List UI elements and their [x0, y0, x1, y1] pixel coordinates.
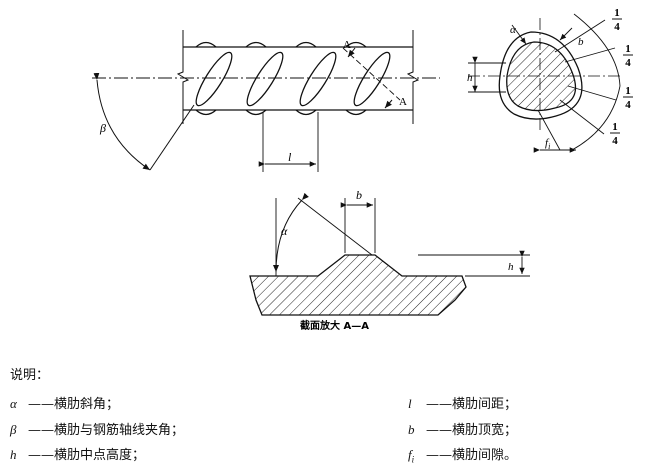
legend-text: ——横肋间隙。 — [426, 448, 518, 463]
legend-text: ——横肋与钢筋轴线夹角； — [28, 423, 185, 438]
legend-title: 说明： — [10, 368, 50, 383]
rebar-rib-diagram: A A β l α b h fi 1 4 1 — [92, 7, 633, 332]
label-alpha-section: α — [281, 224, 288, 238]
quarter-label-numerator: 1 — [625, 43, 631, 55]
quarter-label-numerator: 1 — [612, 121, 618, 133]
quarter-label-denominator: 4 — [614, 21, 620, 33]
quarter-fraction-labels: 1 4 1 4 1 4 1 4 — [610, 7, 633, 147]
transverse-rib — [299, 51, 337, 107]
rebar-side-view — [92, 30, 440, 172]
legend-symbol: fi — [408, 447, 415, 465]
quarter-label-numerator: 1 — [614, 7, 620, 19]
quarter-label-numerator: 1 — [625, 85, 631, 97]
label-fi: fi — [545, 137, 550, 151]
legend-symbol: h — [10, 447, 17, 462]
legend-symbol: β — [10, 422, 17, 437]
legend-item-alpha: α ——横肋斜角； — [10, 393, 119, 412]
label-section-A-top: A — [343, 39, 351, 51]
transverse-rib — [195, 51, 233, 107]
legend-symbol: α — [10, 396, 17, 411]
legend-item-b: b ——横肋顶宽； — [408, 419, 517, 438]
legend-item-fi: fi ——横肋间隙。 — [408, 444, 517, 465]
quarter-label-denominator: 4 — [612, 135, 618, 147]
legend-symbol: l — [408, 396, 412, 411]
quarter-label-denominator: 4 — [625, 99, 631, 111]
label-h-section: h — [508, 261, 514, 273]
label-b-section: b — [356, 188, 362, 202]
section-caption: 截面放大 A—A — [300, 319, 369, 332]
label-section-A-bottom: A — [399, 96, 407, 108]
legend-text: ——横肋中点高度； — [28, 448, 146, 463]
legend-item-h: h ——横肋中点高度； — [10, 444, 145, 463]
rebar-cross-section — [468, 13, 621, 153]
transverse-rib — [246, 51, 284, 107]
legend-item-l: l ——横肋间距； — [408, 393, 517, 412]
label-l: l — [288, 150, 292, 164]
transverse-rib — [353, 51, 391, 107]
label-beta: β — [99, 121, 106, 135]
label-alpha-cross: α — [510, 24, 516, 36]
legend-text: ——横肋顶宽； — [426, 423, 518, 438]
label-h-cross: h — [467, 72, 473, 84]
quarter-label-denominator: 4 — [625, 57, 631, 69]
label-b-cross: b — [578, 36, 584, 48]
legend-item-beta: β ——横肋与钢筋轴线夹角； — [10, 419, 184, 438]
legend-text: ——横肋间距； — [426, 397, 518, 412]
legend-text: ——横肋斜角； — [28, 397, 120, 412]
legend-symbol: b — [408, 422, 415, 437]
enlarged-section — [249, 192, 530, 316]
